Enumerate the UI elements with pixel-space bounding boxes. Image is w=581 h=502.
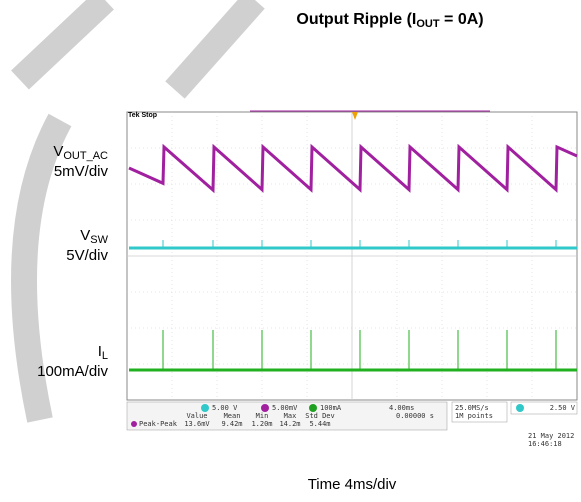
sample-rate: 25.0MS/s <box>455 404 489 412</box>
record-length: 1M points <box>455 412 493 420</box>
ch2-scale: 5.00 V <box>212 404 238 412</box>
channel-scale: 5mV/div <box>54 163 109 180</box>
ch3-badge <box>261 404 269 412</box>
measure-value: 5.44m <box>309 420 330 428</box>
name: V <box>53 143 63 160</box>
time: 16:46:18 <box>528 440 562 448</box>
subscript: SW <box>90 234 108 246</box>
title: Output Ripple (IOUT = 0A) <box>296 11 483 30</box>
ch4-badge <box>309 404 317 412</box>
trig-badge <box>516 404 524 412</box>
title-text: Output Ripple (I <box>296 11 416 28</box>
measure-value: 14.2m <box>279 420 300 428</box>
measure-header: Value <box>186 412 207 420</box>
measure-name: Peak-Peak <box>139 420 178 428</box>
ch2-badge <box>201 404 209 412</box>
trigger-level: 2.50 V <box>550 404 576 412</box>
figure: Output Ripple (IOUT = 0A) Tek Stop VOUT_… <box>0 0 581 497</box>
subscript: OUT_AC <box>63 150 108 162</box>
measure-value: 1.20m <box>251 420 272 428</box>
measure-value: 13.6mV <box>184 420 210 428</box>
subscript: L <box>102 350 108 362</box>
channel-scale: 5V/div <box>66 247 108 264</box>
measure-value: 9.42m <box>221 420 242 428</box>
name: V <box>80 227 90 244</box>
timebase: 4.00ms <box>389 404 414 412</box>
measure-header: Std Dev <box>305 412 335 420</box>
measure-header: Min <box>256 412 269 420</box>
ch3-scale: 5.00mV <box>272 404 298 412</box>
scope-status: Tek Stop <box>128 112 157 119</box>
ch4-scale: 100mA <box>320 404 342 412</box>
title-sub: OUT <box>416 18 440 30</box>
measure-header: Max <box>284 412 297 420</box>
date: 21 May 2012 <box>528 432 574 440</box>
channel-scale: 100mA/div <box>37 363 108 380</box>
measure-header: Mean <box>224 412 241 420</box>
trigger-position: 0.00000 s <box>396 412 434 420</box>
title-tail: = 0A) <box>440 11 484 28</box>
x-axis-label: Time 4ms/div <box>308 476 397 493</box>
ch3-badge <box>131 421 137 427</box>
